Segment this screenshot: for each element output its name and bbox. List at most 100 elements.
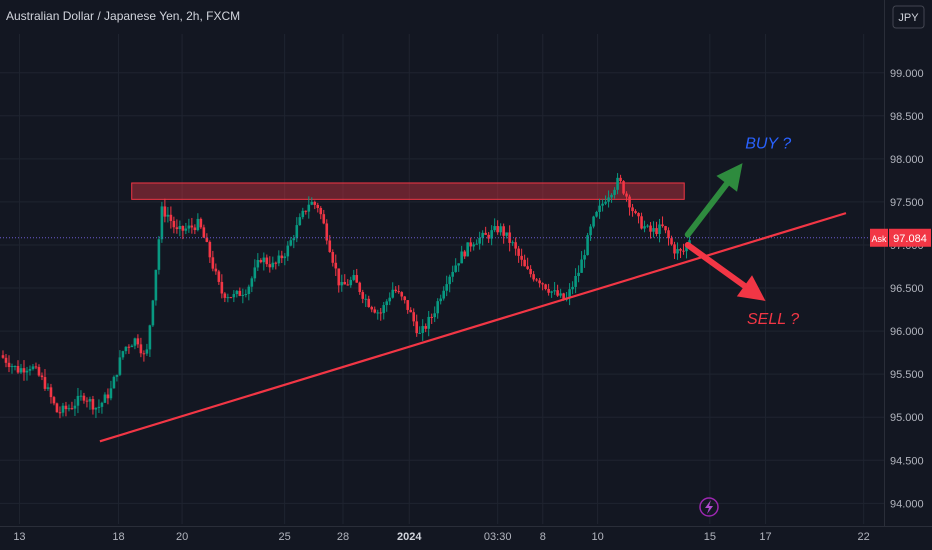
- candle-body: [136, 338, 140, 345]
- candle-body: [574, 275, 577, 287]
- y-tick-label: 98.000: [890, 154, 924, 166]
- candle-body: [166, 214, 170, 217]
- candle-body: [109, 388, 113, 399]
- candle-body: [250, 278, 254, 287]
- candle-body: [586, 235, 589, 256]
- candle-body: [40, 375, 44, 378]
- candles: [1, 173, 691, 419]
- candle-body: [292, 238, 296, 241]
- support-trendline: [99, 212, 847, 443]
- y-tick-label: 96.500: [890, 283, 924, 295]
- candle-body: [328, 240, 332, 252]
- x-tick-label: 20: [176, 531, 188, 543]
- candle-body: [496, 226, 499, 233]
- candle-body: [487, 234, 490, 239]
- candle-body: [235, 290, 239, 295]
- candle-body: [403, 296, 407, 301]
- candle-body: [283, 256, 287, 259]
- candle-body: [595, 211, 598, 217]
- candle-body: [43, 377, 47, 389]
- candle-body: [97, 406, 101, 408]
- candle-body: [184, 228, 188, 231]
- currency-button[interactable]: JPY: [892, 5, 925, 29]
- candle-body: [493, 226, 496, 231]
- candle-body: [301, 210, 305, 218]
- candle-body: [625, 193, 628, 197]
- candle-body: [220, 281, 224, 294]
- y-tick-label: 96.000: [890, 326, 924, 338]
- candle-body: [607, 197, 610, 202]
- candle-body: [229, 297, 233, 299]
- candle-body: [646, 225, 649, 227]
- candle-body: [325, 223, 329, 241]
- x-tick-label: 15: [704, 531, 716, 543]
- price-label: Ask 97.084: [870, 228, 931, 247]
- y-tick-label: 99.000: [890, 68, 924, 80]
- candle-body: [388, 297, 392, 302]
- candle-body: [130, 345, 134, 348]
- candle-body: [658, 224, 661, 235]
- candle-body: [22, 368, 26, 373]
- candle-body: [196, 218, 200, 231]
- candle-body: [178, 226, 182, 230]
- price-axis[interactable]: 99.00098.50098.00097.50097.00096.50096.0…: [870, 68, 931, 511]
- candle-body: [505, 232, 508, 236]
- candle-body: [172, 220, 176, 228]
- candle-body: [499, 226, 502, 233]
- candle-body: [337, 268, 341, 286]
- candle-body: [514, 242, 517, 249]
- candle-body: [661, 224, 664, 227]
- candle-body: [253, 267, 257, 279]
- candle-body: [211, 257, 215, 269]
- candle-body: [379, 312, 383, 314]
- candle-body: [223, 293, 227, 298]
- candle-body: [67, 408, 71, 410]
- candle-body: [316, 204, 320, 208]
- candle-body: [397, 291, 401, 293]
- candle-body: [190, 225, 194, 228]
- time-axis[interactable]: 13 18 20 25 28 2024 03:30 8 10 15 17 22: [13, 531, 869, 543]
- candle-body: [415, 321, 419, 334]
- candle-body: [49, 387, 53, 398]
- candle-body: [532, 274, 535, 280]
- candle-body: [394, 289, 398, 292]
- candle-body: [307, 204, 311, 212]
- candle-body: [610, 194, 613, 198]
- candle-body: [349, 279, 353, 286]
- candle-body: [274, 262, 278, 264]
- candle-body: [262, 257, 266, 263]
- candle-body: [667, 230, 670, 239]
- candle-body: [199, 218, 203, 228]
- candle-body: [124, 346, 128, 352]
- candle-body: [352, 275, 356, 280]
- candle-body: [52, 397, 56, 404]
- candle-body: [238, 290, 242, 296]
- candle-body: [7, 362, 11, 368]
- candle-body: [313, 201, 317, 205]
- candle-body: [424, 326, 428, 329]
- x-tick-label: 8: [540, 531, 546, 543]
- candle-body: [127, 346, 131, 348]
- candle-body: [331, 251, 335, 263]
- candle-body: [88, 399, 92, 402]
- candle-body: [682, 250, 685, 252]
- candle-body: [571, 286, 574, 290]
- x-tick-label: 18: [112, 531, 124, 543]
- candle-body: [151, 300, 155, 326]
- candle-body: [94, 407, 98, 410]
- candle-body: [406, 300, 410, 310]
- y-tick-label: 95.000: [890, 412, 924, 424]
- candle-body: [673, 244, 676, 254]
- candle-body: [367, 298, 371, 308]
- candle-body: [10, 366, 14, 368]
- overlay-lines: BUY ? SELL ?: [0, 136, 884, 443]
- candle-body: [208, 241, 212, 258]
- candle-body: [526, 266, 529, 269]
- lightning-icon[interactable]: [699, 497, 719, 517]
- candle-body: [643, 226, 646, 229]
- candle-body: [592, 216, 595, 227]
- buy-arrow: [684, 163, 743, 238]
- candle-body: [139, 344, 143, 354]
- candle-body: [517, 248, 520, 256]
